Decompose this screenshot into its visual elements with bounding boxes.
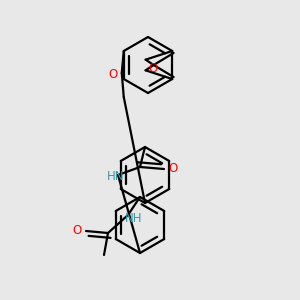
Text: O: O: [108, 68, 117, 80]
Text: HN: HN: [107, 169, 125, 182]
Text: O: O: [148, 62, 157, 75]
Text: NH: NH: [125, 212, 143, 226]
Text: O: O: [168, 163, 178, 176]
Text: O: O: [72, 224, 82, 238]
